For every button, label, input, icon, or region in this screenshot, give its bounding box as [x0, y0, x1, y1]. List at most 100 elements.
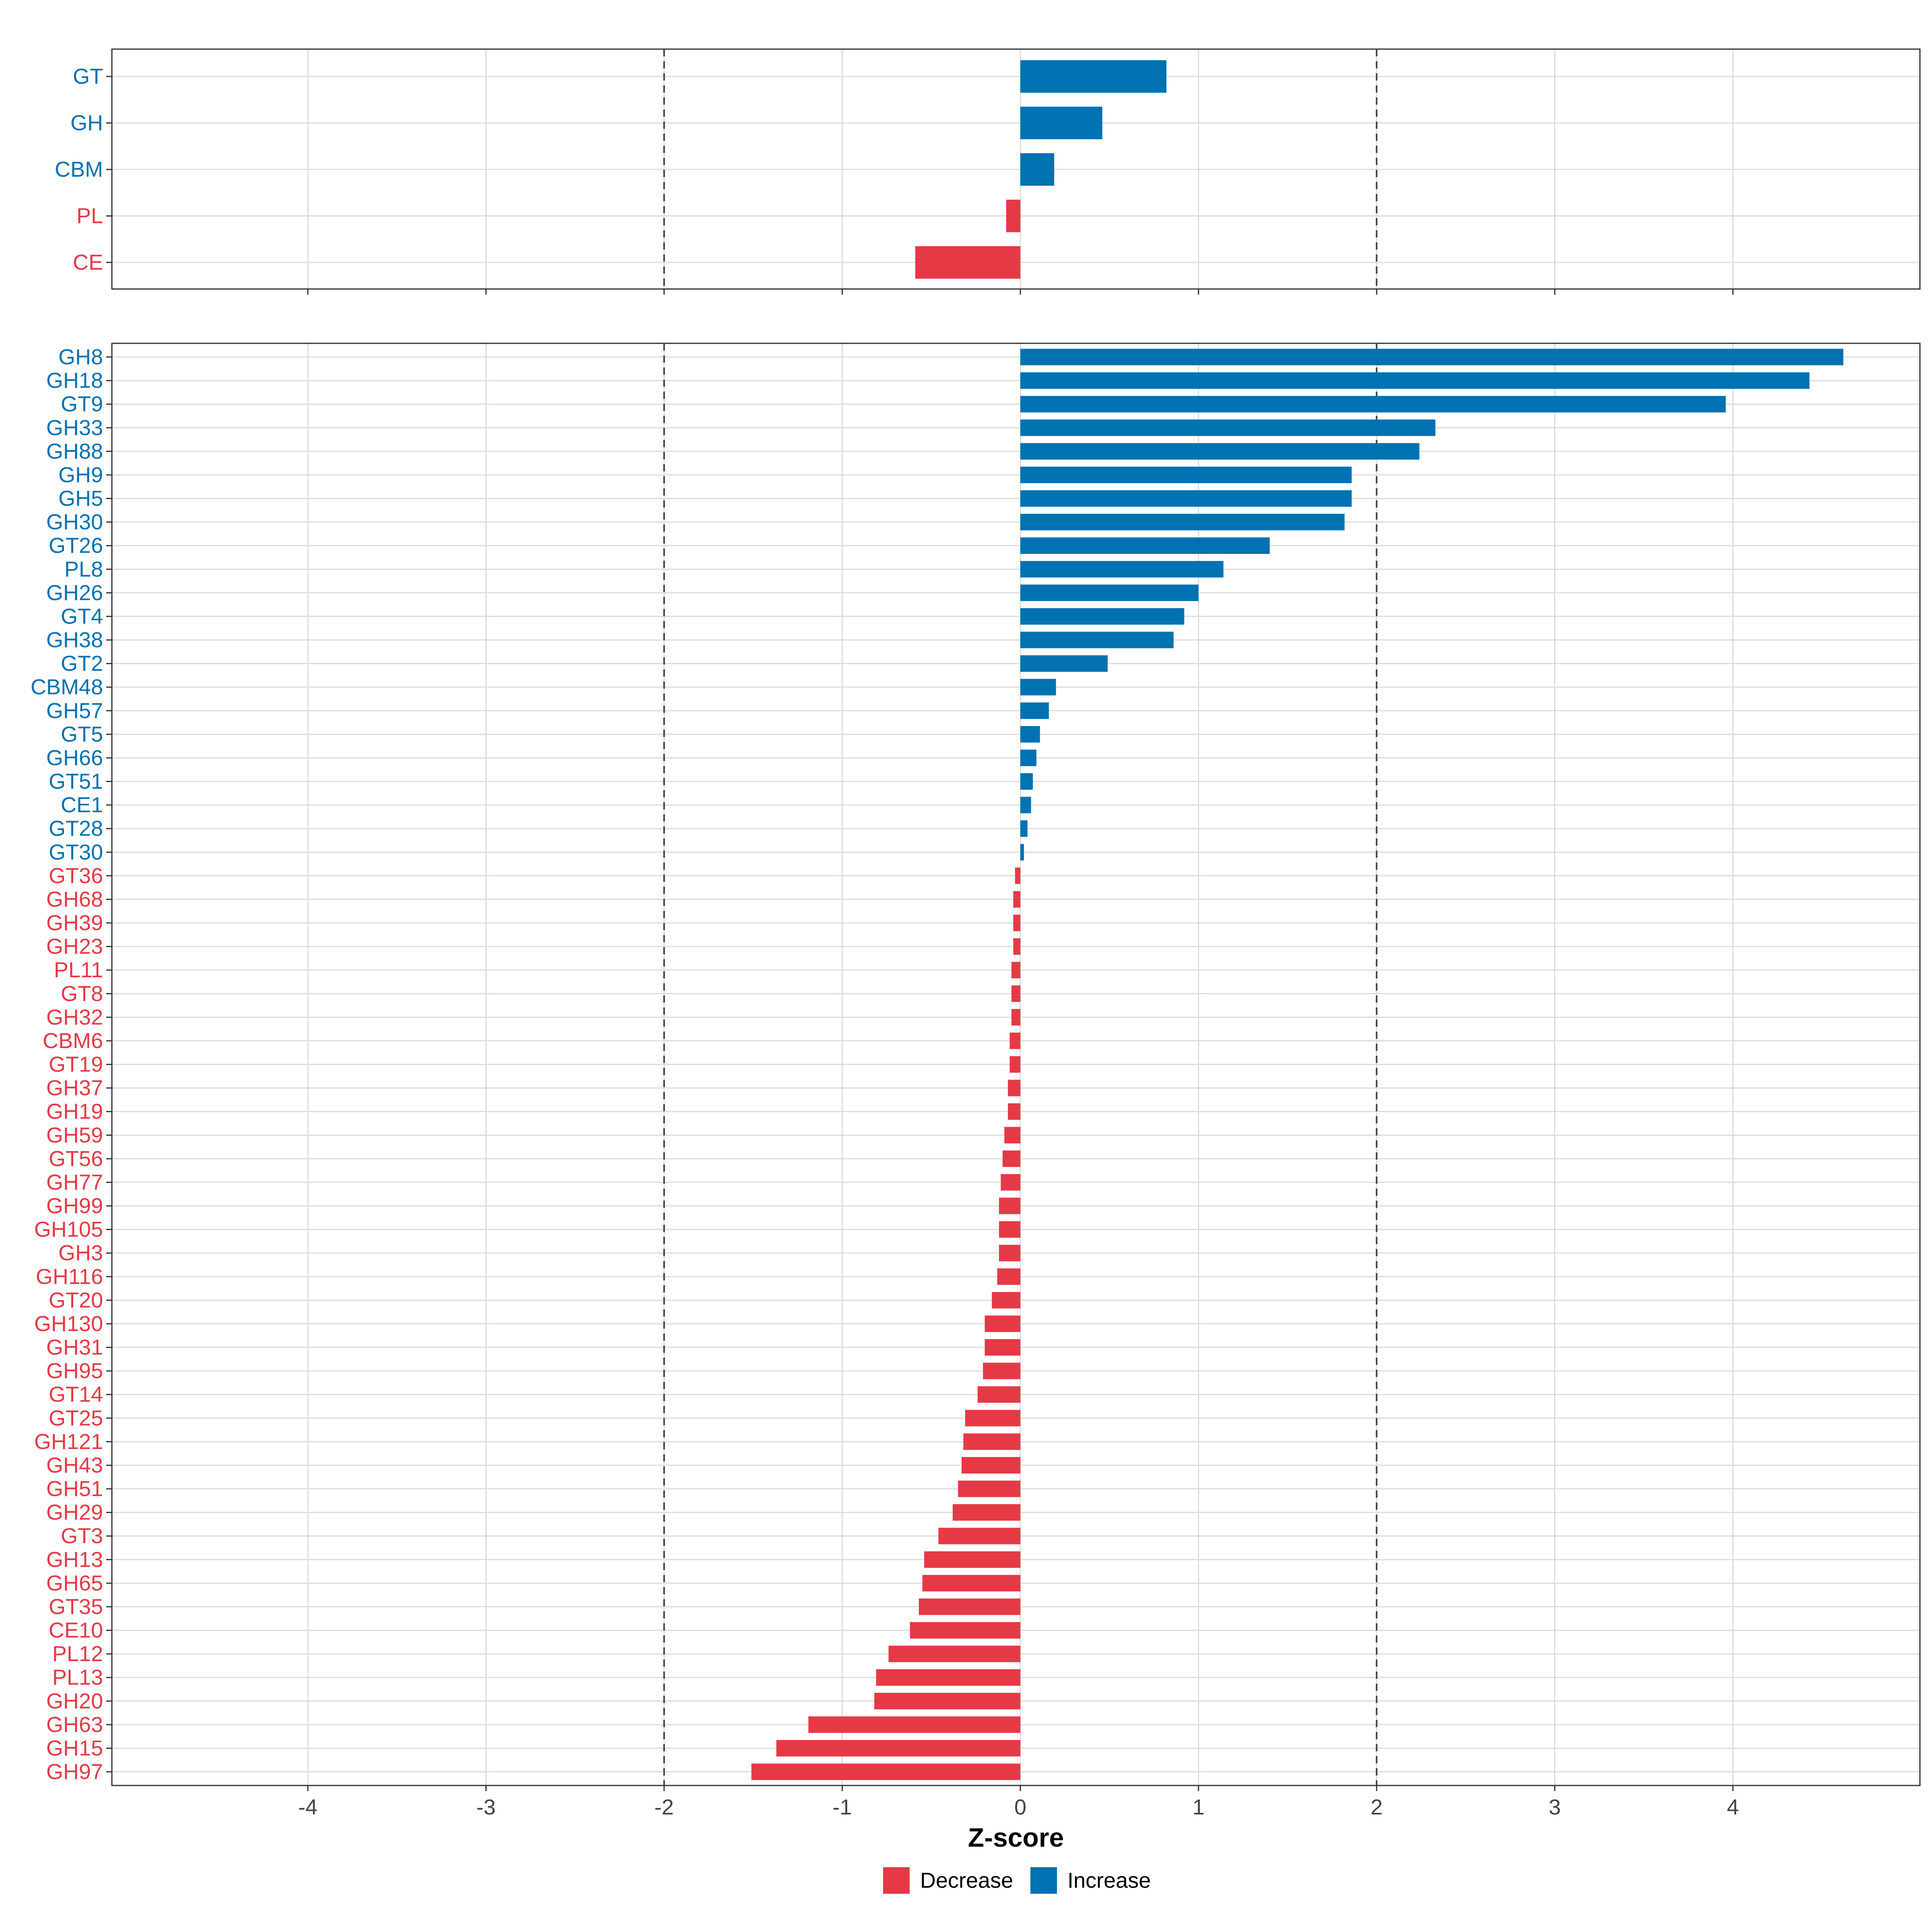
- bar-gt25: [965, 1410, 1021, 1426]
- category-label-gt25: GT25: [49, 1406, 103, 1430]
- category-label-gt5: GT5: [61, 722, 103, 746]
- legend-label-decrease: Decrease: [920, 1868, 1013, 1893]
- bar-gt3: [938, 1527, 1021, 1544]
- x-tick-label-0: 0: [1014, 1795, 1026, 1819]
- category-label-gh63: GH63: [46, 1713, 103, 1737]
- category-label-gt28: GT28: [49, 817, 103, 841]
- x-tick-label-neg2: -2: [654, 1795, 674, 1819]
- category-label-gt26: GT26: [49, 534, 103, 558]
- category-label-gh88: GH88: [46, 439, 103, 463]
- bar-gh95: [983, 1362, 1021, 1379]
- bar-gh8: [1020, 349, 1843, 365]
- bar-gt56: [1002, 1150, 1021, 1167]
- bar-gh15: [776, 1740, 1021, 1757]
- category-label-cbm6: CBM6: [43, 1029, 103, 1053]
- bar-pl: [1006, 200, 1021, 232]
- bar-gh38: [1020, 632, 1174, 648]
- category-label-gh30: GH30: [46, 510, 103, 534]
- category-label-gt3: GT3: [61, 1524, 103, 1548]
- bar-gh26: [1020, 584, 1199, 601]
- category-label-gh65: GH65: [46, 1571, 103, 1595]
- bar-gt51: [1020, 773, 1033, 790]
- bar-gt4: [1020, 608, 1185, 625]
- category-label-gt14: GT14: [49, 1383, 103, 1407]
- category-label-gh: GH: [70, 111, 103, 135]
- category-label-gh8: GH8: [58, 345, 103, 369]
- category-label-gh3: GH3: [58, 1241, 103, 1265]
- bar-pl13: [876, 1669, 1021, 1686]
- category-label-gt30: GT30: [49, 840, 103, 864]
- category-label-gh97: GH97: [46, 1760, 103, 1784]
- bar-gh68: [1013, 891, 1021, 908]
- bar-gh57: [1020, 702, 1049, 719]
- bar-gh77: [1001, 1174, 1021, 1191]
- category-label-gh37: GH37: [46, 1076, 103, 1100]
- bar-gh59: [1004, 1127, 1021, 1144]
- category-label-cbm48: CBM48: [31, 675, 103, 699]
- category-label-gh5: GH5: [58, 487, 103, 511]
- x-tick-label-2: 2: [1371, 1795, 1383, 1819]
- bar-ce: [915, 246, 1021, 279]
- legend-label-increase: Increase: [1067, 1868, 1151, 1893]
- bar-gh39: [1013, 914, 1021, 931]
- category-label-gh13: GH13: [46, 1548, 103, 1572]
- category-label-gt36: GT36: [49, 864, 103, 888]
- category-label-gh32: GH32: [46, 1005, 103, 1029]
- panel-border-2: [111, 343, 1921, 1786]
- category-label-gh95: GH95: [46, 1359, 103, 1383]
- category-label-gt9: GT9: [61, 392, 103, 416]
- category-label-gh105: GH105: [34, 1218, 103, 1242]
- x-tick-label-neg3: -3: [476, 1795, 495, 1819]
- bar-gh29: [952, 1504, 1021, 1521]
- bar-gt28: [1020, 820, 1028, 837]
- bar-gh116: [997, 1268, 1021, 1285]
- category-label-gt19: GT19: [49, 1053, 103, 1077]
- bar-gh19: [1008, 1103, 1021, 1120]
- category-label-gh31: GH31: [46, 1335, 103, 1360]
- bar-gt35: [919, 1598, 1021, 1615]
- category-label-gh38: GH38: [46, 628, 103, 652]
- bar-gh121: [963, 1433, 1021, 1450]
- bar-gh88: [1020, 443, 1420, 460]
- bar-gh5: [1020, 490, 1352, 507]
- bar-gh20: [874, 1693, 1021, 1709]
- panel-border-1: [111, 48, 1921, 290]
- bar-gh66: [1020, 749, 1036, 766]
- category-label-gh9: GH9: [58, 463, 103, 487]
- x-axis-title: Z-score: [968, 1823, 1064, 1852]
- category-label-gh130: GH130: [34, 1312, 103, 1336]
- bar-gh97: [751, 1763, 1021, 1780]
- bar-gh33: [1020, 419, 1436, 436]
- category-label-gh116: GH116: [36, 1265, 103, 1289]
- category-label-pl: PL: [76, 204, 103, 228]
- category-label-gt51: GT51: [49, 770, 103, 794]
- category-label-pl11: PL11: [54, 958, 103, 982]
- category-label-gh15: GH15: [46, 1736, 103, 1760]
- bar-gh: [1020, 107, 1102, 139]
- bar-gt20: [992, 1292, 1021, 1309]
- bar-gt30: [1020, 844, 1024, 861]
- category-label-gh19: GH19: [46, 1100, 103, 1124]
- bar-gh63: [808, 1716, 1021, 1733]
- bar-gh13: [924, 1551, 1021, 1568]
- bar-gt2: [1020, 655, 1108, 672]
- bar-pl12: [888, 1645, 1021, 1662]
- category-label-gh18: GH18: [46, 369, 103, 393]
- bar-cbm6: [1009, 1032, 1021, 1049]
- category-label-gh33: GH33: [46, 416, 103, 440]
- bar-pl8: [1020, 561, 1224, 578]
- bar-gh31: [985, 1339, 1021, 1356]
- legend-swatch-increase: [1030, 1867, 1057, 1894]
- category-label-cbm: CBM: [55, 157, 103, 182]
- bar-gh130: [985, 1315, 1021, 1332]
- legend-swatch-decrease: [883, 1867, 910, 1894]
- category-label-gh43: GH43: [46, 1453, 103, 1477]
- category-label-ce1: CE1: [61, 793, 103, 817]
- category-label-gt35: GT35: [49, 1595, 103, 1619]
- bar-gt19: [1009, 1056, 1021, 1073]
- category-label-gh59: GH59: [46, 1123, 103, 1147]
- x-tick-label-3: 3: [1549, 1795, 1561, 1819]
- category-label-pl12: PL12: [52, 1642, 103, 1666]
